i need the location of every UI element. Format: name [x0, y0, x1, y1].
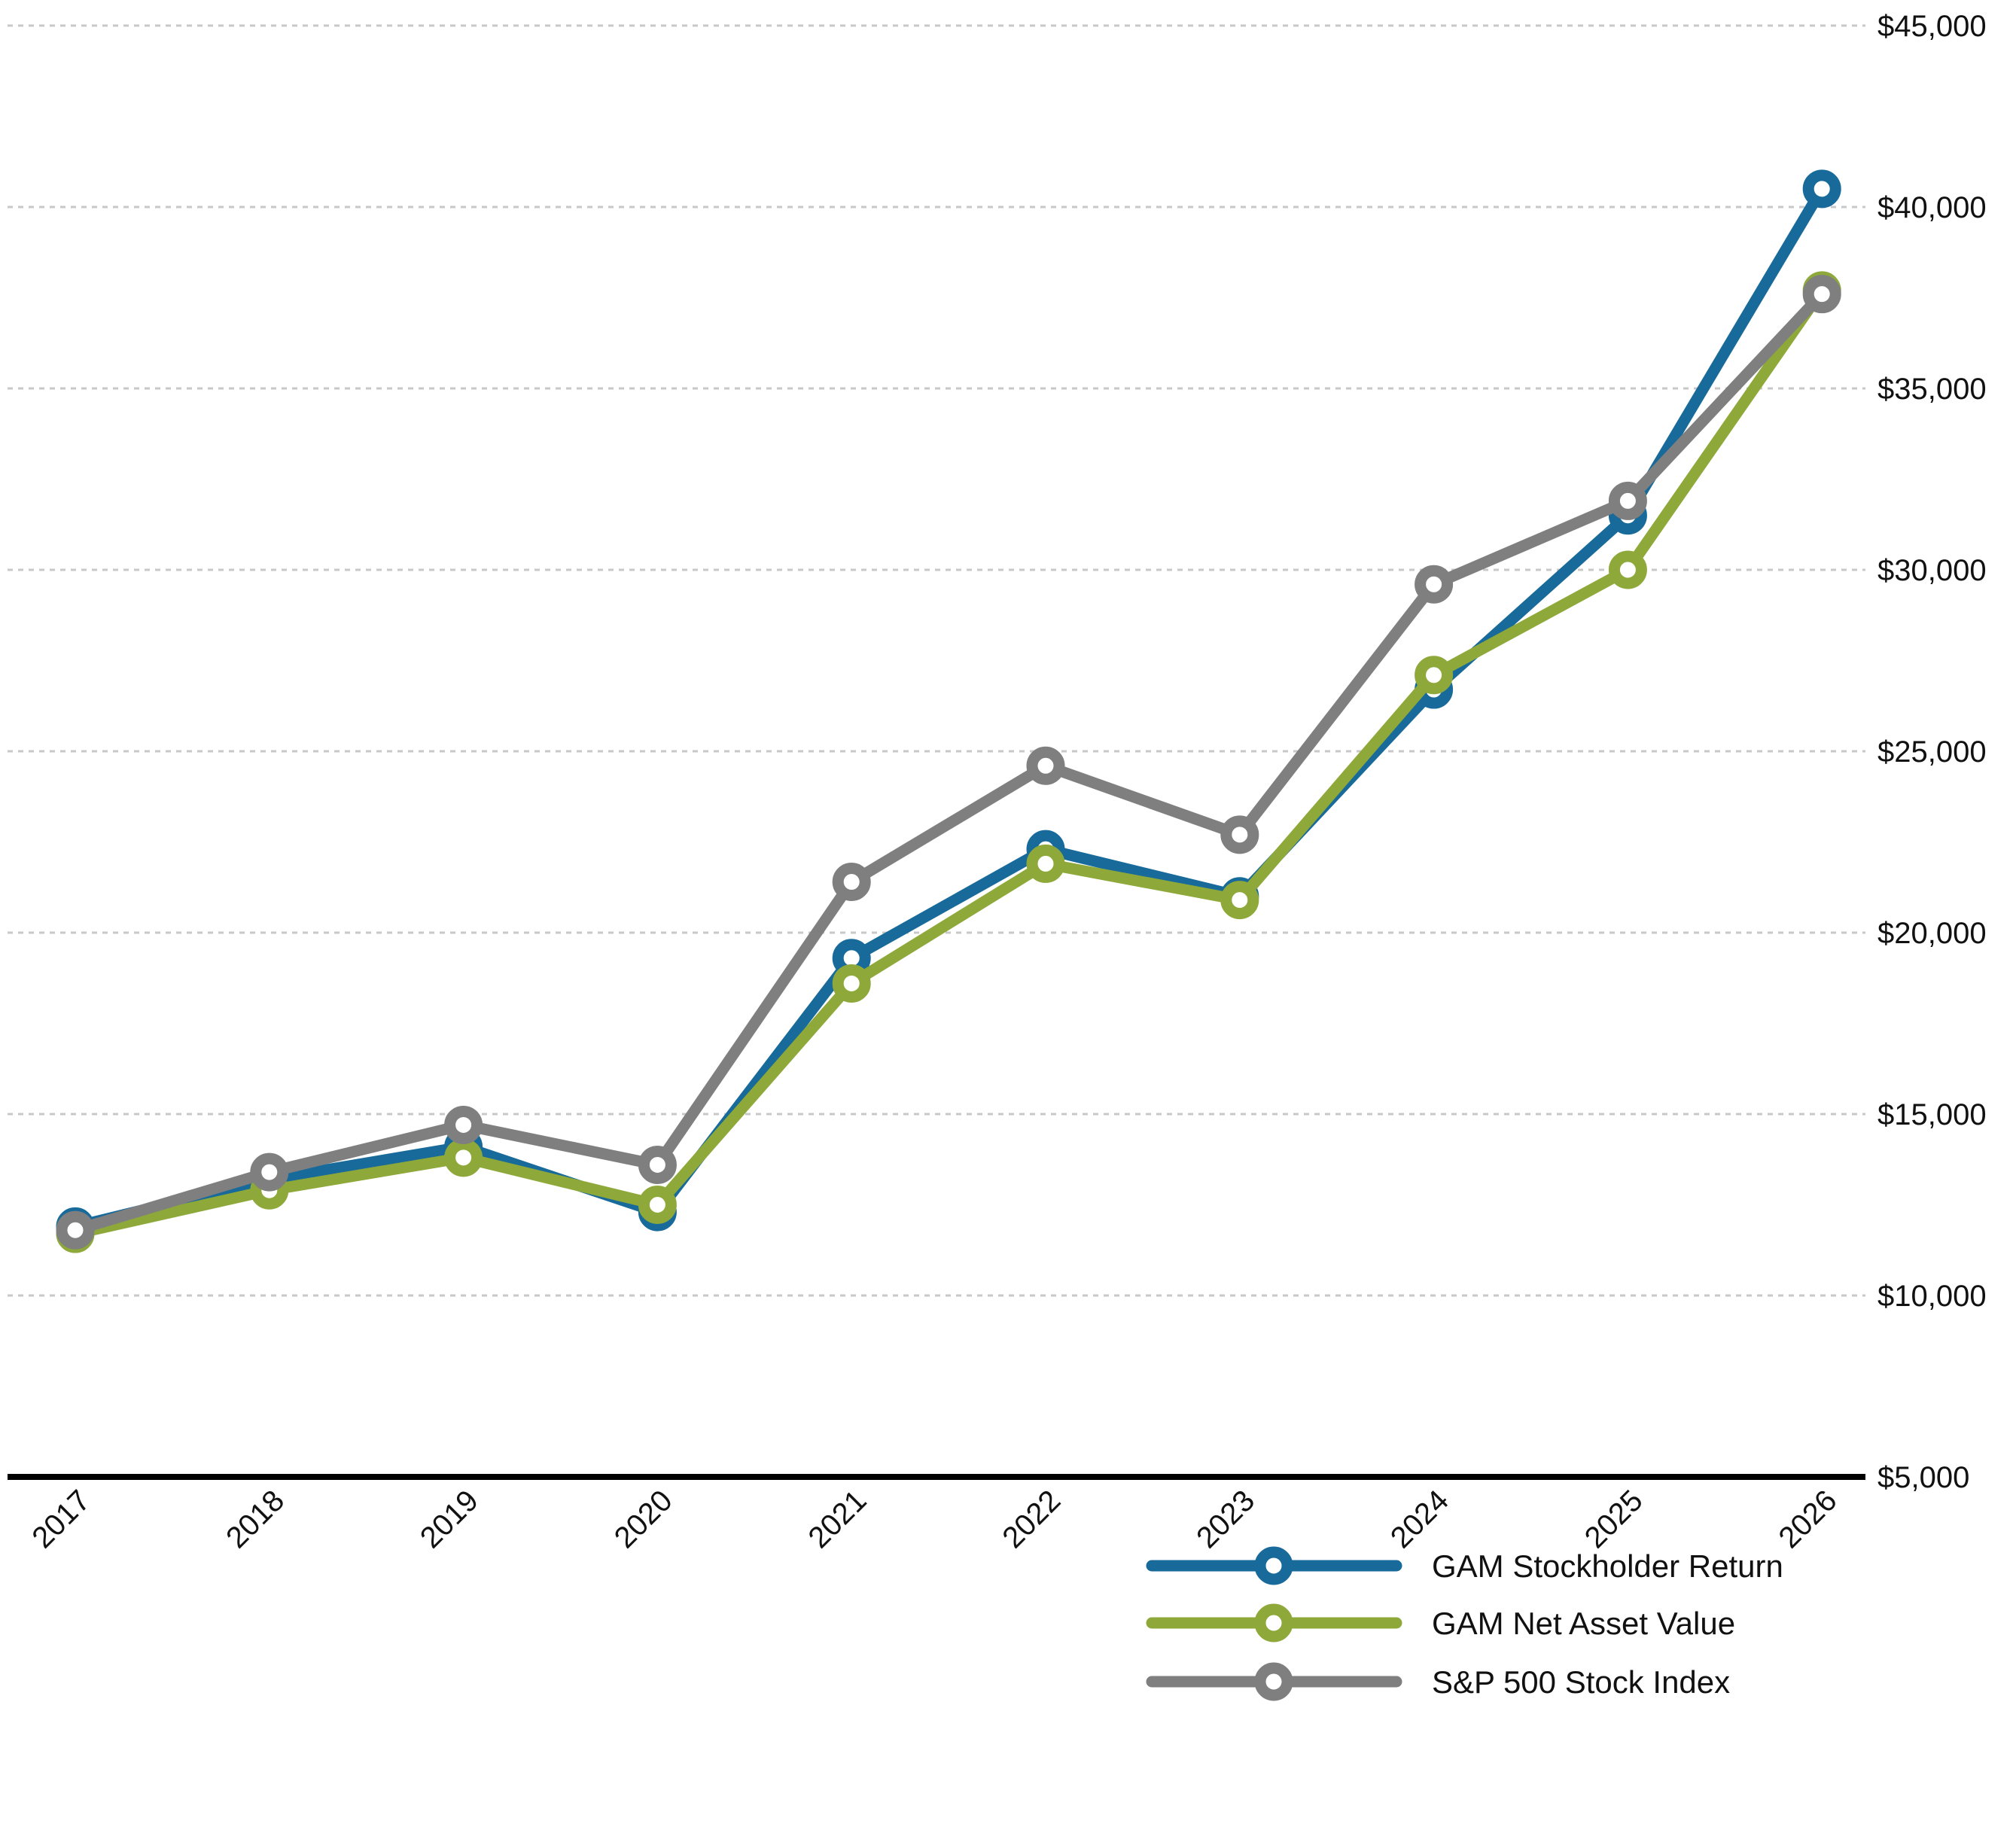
data-point: [1415, 565, 1454, 604]
data-point: [832, 863, 871, 902]
series-lines: [56, 169, 1841, 1253]
series-0: [56, 169, 1841, 1246]
data-point: [1802, 169, 1841, 209]
x-tick-label: 2018: [220, 1484, 291, 1554]
x-tick-label: 2020: [608, 1484, 679, 1554]
data-point: [638, 1186, 677, 1224]
x-tick-label: 2021: [802, 1484, 873, 1554]
y-tick-label: $10,000: [1877, 1280, 1987, 1313]
legend-swatch-marker: [1254, 1603, 1293, 1643]
data-point: [832, 964, 871, 1003]
x-tick-label: 2026: [1773, 1484, 1844, 1554]
legend-label: GAM Stockholder Return: [1432, 1548, 1783, 1584]
x-tick-label: 2025: [1579, 1484, 1649, 1554]
legend-entry: GAM Net Asset Value: [1146, 1603, 1735, 1643]
legend-swatch-marker: [1254, 1546, 1293, 1585]
data-point: [1026, 844, 1065, 883]
series-1: [56, 271, 1841, 1253]
series-line: [69, 288, 1828, 1236]
gridlines: [8, 24, 1865, 1297]
y-tick-label: $5,000: [1877, 1461, 1969, 1494]
data-point: [1220, 881, 1259, 920]
data-point: [1415, 656, 1454, 695]
legend-label: GAM Net Asset Value: [1432, 1606, 1735, 1641]
y-tick-label: $45,000: [1877, 10, 1987, 43]
y-tick-label: $25,000: [1877, 735, 1987, 769]
data-point: [1026, 746, 1065, 785]
y-tick-label: $40,000: [1877, 191, 1987, 224]
data-point: [1608, 550, 1647, 589]
x-tick-label: 2017: [26, 1484, 96, 1554]
data-point: [444, 1105, 483, 1144]
series-2: [56, 275, 1841, 1250]
data-point: [444, 1138, 483, 1177]
x-tick-label: 2024: [1384, 1484, 1455, 1554]
legend-entry: GAM Stockholder Return: [1146, 1546, 1783, 1585]
legend-swatch-marker: [1254, 1662, 1293, 1701]
y-axis: $5,000 $10,000 $15,000 $20,000 $25,000 $30,00…: [1877, 10, 1987, 1494]
series-line: [69, 183, 1828, 1232]
data-point: [250, 1152, 289, 1192]
legend: GAM Stockholder Return GAM Net Asset Valu…: [1146, 1546, 1783, 1701]
y-tick-label: $35,000: [1877, 373, 1987, 406]
x-axis: 2017 2018 2019 2020 2021 2022 2023 2024 2025 2026: [8, 1474, 1865, 1554]
x-tick-label: 2023: [1190, 1484, 1261, 1554]
data-point: [56, 1210, 95, 1250]
data-point: [1608, 481, 1647, 520]
data-point: [1220, 815, 1259, 854]
data-point: [638, 1145, 677, 1184]
x-tick-label: 2022: [996, 1484, 1067, 1554]
legend-entry: S&P 500 Stock Index: [1146, 1662, 1730, 1701]
legend-label: S&P 500 Stock Index: [1432, 1664, 1730, 1700]
series-line: [69, 285, 1828, 1240]
y-tick-label: $20,000: [1877, 917, 1987, 950]
y-tick-label: $30,000: [1877, 554, 1987, 587]
data-point: [1802, 275, 1841, 314]
y-tick-label: $15,000: [1877, 1098, 1987, 1131]
x-tick-label: 2019: [414, 1484, 485, 1554]
